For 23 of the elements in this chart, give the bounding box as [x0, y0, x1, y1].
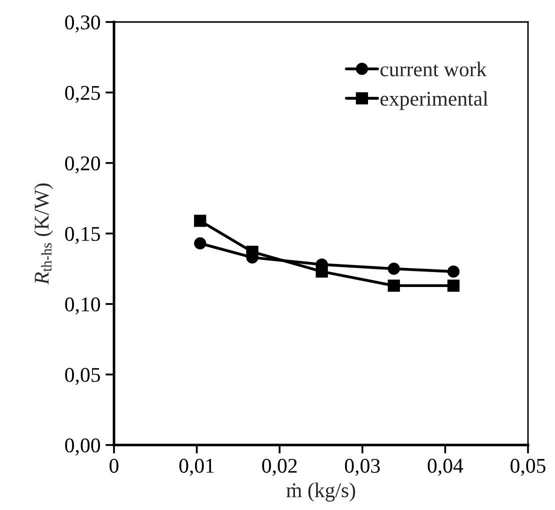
- legend-label: experimental: [380, 91, 488, 110]
- x-tick-label: 0,05: [510, 458, 546, 476]
- x-tick-label: 0,02: [262, 458, 297, 476]
- y-tick-label: 0,30: [65, 15, 100, 32]
- x-tick-label: 0: [110, 458, 118, 473]
- y-tick-label: 0,00: [65, 438, 100, 456]
- x-tick-label: 0,01: [179, 458, 214, 476]
- point: [447, 265, 460, 278]
- point: [194, 214, 206, 227]
- x-tick-label: 0,04: [428, 458, 464, 476]
- y-axis-title: R$_{th-hs}$ (K/W): [34, 184, 53, 285]
- point: [194, 237, 206, 250]
- legend-label: current work: [380, 62, 487, 76]
- point: [388, 262, 400, 275]
- y-tick-label: 0,15: [65, 226, 100, 244]
- y-tick-label: 0,05: [65, 368, 100, 385]
- y-tick-label: 0,20: [65, 156, 100, 174]
- y-tick-label: 0,10: [65, 297, 100, 314]
- x-axis-title: ṁ (kg/s): [286, 482, 356, 502]
- x-tick-label: 0,03: [344, 458, 380, 476]
- point: [447, 280, 460, 292]
- point: [388, 280, 400, 292]
- y-tick-label: 0,25: [65, 86, 100, 103]
